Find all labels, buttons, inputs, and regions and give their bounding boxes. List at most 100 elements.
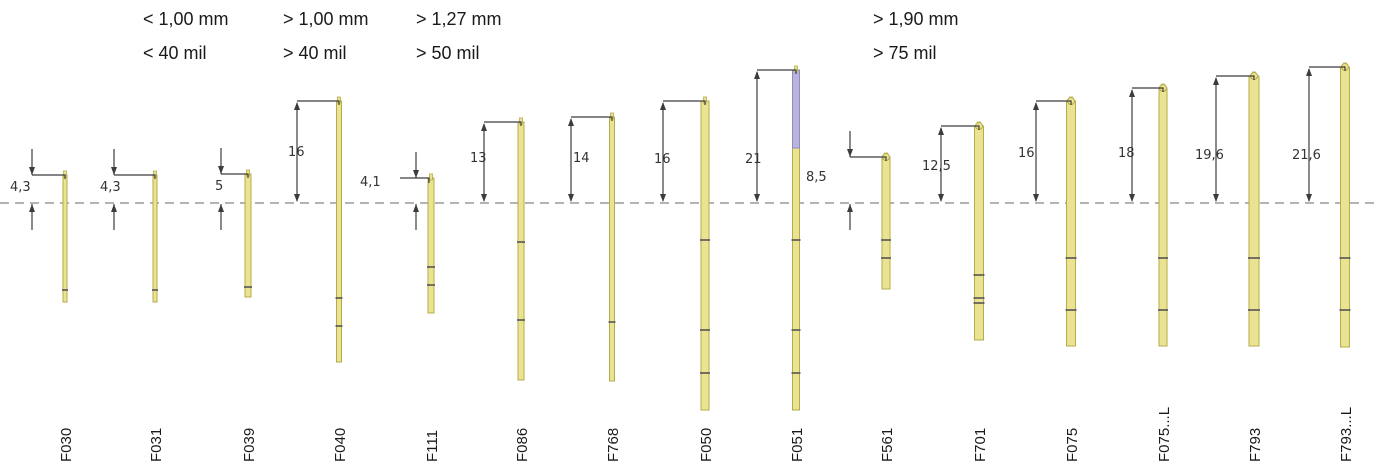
group-1-mm-label: < 1,00 mm — [143, 9, 229, 29]
group-3-mm-label: > 1,27 mm — [416, 9, 502, 29]
dimension-arrow-top-F793...L — [1306, 68, 1312, 76]
dimension-leader-F039 — [221, 173, 249, 178]
dimension-arrow-bottom-F768 — [568, 194, 574, 202]
probe-code-F031: F031 — [148, 428, 165, 462]
dimension-leader-F793...L — [1309, 66, 1346, 71]
dimension-label-F561: 8,5 — [806, 170, 827, 185]
group-1-mil-label: < 40 mil — [143, 43, 207, 63]
probe-body-F075...L — [1158, 87, 1168, 347]
dimension-arrow-bottom-F561 — [847, 204, 853, 212]
dimension-leader-F031 — [114, 174, 156, 179]
dimension-arrow-top-F031 — [111, 167, 117, 175]
dimension-arrow-bottom-F031 — [111, 204, 117, 212]
dimension-leader-F040 — [297, 100, 340, 105]
dimension-label-F030: 4,3 — [10, 180, 31, 195]
dimension-arrow-bottom-F793 — [1213, 194, 1219, 202]
dimension-label-F040: 16 — [288, 145, 305, 160]
probe-body-F086 — [517, 121, 525, 381]
dimension-arrow-top-F086 — [481, 123, 487, 131]
dimension-arrow-bottom-F051 — [754, 194, 760, 202]
dimension-arrow-top-F051 — [754, 71, 760, 79]
dimension-label-F768: 14 — [573, 151, 590, 166]
dimension-label-F031: 4,3 — [100, 180, 121, 195]
dimension-arrow-top-F701 — [938, 127, 944, 135]
probe-body-F701 — [974, 125, 984, 341]
group-3-mil-label: > 50 mil — [416, 43, 480, 63]
probe-body-F561 — [881, 156, 891, 290]
dimension-label-F701: 12,5 — [922, 159, 951, 174]
dimension-arrow-bottom-F075 — [1033, 194, 1039, 202]
dimension-arrow-top-F768 — [568, 118, 574, 126]
probe-plunger-F111 — [429, 173, 433, 181]
probe-body-F793...L — [1340, 66, 1350, 348]
dimension-label-F050: 16 — [654, 152, 671, 167]
probe-tip-F051 — [792, 69, 800, 149]
dimension-leader-F075...L — [1132, 87, 1164, 92]
dimension-arrow-bottom-F086 — [481, 194, 487, 202]
dimension-label-F075...L: 18 — [1118, 146, 1135, 161]
dimension-label-F039: 5 — [215, 179, 223, 194]
probe-body-F768 — [609, 116, 615, 382]
dimension-leader-F050 — [663, 100, 706, 105]
dimension-arrow-top-F030 — [29, 167, 35, 175]
probe-body-F030 — [62, 174, 68, 303]
dimension-arrow-bottom-F111 — [413, 204, 419, 212]
dimension-leader-F561 — [850, 156, 887, 161]
dimension-arrow-top-F561 — [847, 149, 853, 157]
probe-code-F111: F111 — [424, 430, 441, 462]
group-4-mil-label: > 75 mil — [873, 43, 937, 63]
dimension-label-F051: 21 — [745, 152, 762, 167]
dimension-arrow-top-F075...L — [1129, 89, 1135, 97]
probe-code-F075...L: F075...L — [1156, 407, 1173, 462]
dimension-label-F075: 16 — [1018, 146, 1035, 161]
dimension-arrow-bottom-F793...L — [1306, 194, 1312, 202]
probe-code-F051: F051 — [789, 428, 806, 462]
dimension-arrow-bottom-F039 — [218, 204, 224, 212]
dimension-arrow-top-F050 — [660, 102, 666, 110]
dimension-arrow-bottom-F075...L — [1129, 194, 1135, 202]
probe-code-F030: F030 — [58, 428, 75, 462]
dimension-arrow-top-F111 — [413, 170, 419, 178]
probe-code-F039: F039 — [241, 428, 258, 462]
dimension-arrow-top-F040 — [294, 102, 300, 110]
probe-code-F768: F768 — [605, 428, 622, 462]
probe-code-F040: F040 — [332, 428, 349, 462]
group-4-mm-label: > 1,90 mm — [873, 9, 959, 29]
dimension-arrow-top-F793 — [1213, 77, 1219, 85]
dimension-arrow-bottom-F701 — [938, 194, 944, 202]
dimension-label-F111: 4,1 — [360, 175, 381, 190]
group-2-mil-label: > 40 mil — [283, 43, 347, 63]
probe-code-F793: F793 — [1247, 428, 1264, 462]
probe-body-F031 — [152, 174, 158, 303]
probe-code-F793...L: F793...L — [1338, 407, 1355, 462]
probe-body-F050 — [700, 100, 710, 411]
dimension-arrow-bottom-F050 — [660, 194, 666, 202]
dimension-arrow-top-F075 — [1033, 102, 1039, 110]
probe-code-F701: F701 — [972, 428, 989, 462]
dimension-leader-F030 — [32, 174, 66, 179]
probe-body-F793 — [1248, 75, 1260, 347]
dimension-leader-F086 — [484, 121, 522, 126]
dimension-leader-F768 — [571, 116, 613, 121]
probe-code-F561: F561 — [879, 428, 896, 462]
dimension-label-F793: 19,6 — [1195, 148, 1224, 163]
dimension-leader-F051 — [757, 69, 797, 74]
dimension-leader-F075 — [1036, 100, 1072, 105]
probe-body-F039 — [244, 173, 252, 298]
dimension-leader-F793 — [1216, 75, 1255, 80]
dimension-arrow-top-F039 — [218, 166, 224, 174]
dimension-label-F793...L: 21,6 — [1292, 148, 1321, 163]
probe-code-F050: F050 — [698, 428, 715, 462]
probe-code-F075: F075 — [1064, 428, 1081, 462]
group-2-mm-label: > 1,00 mm — [283, 9, 369, 29]
dimension-arrow-bottom-F030 — [29, 204, 35, 212]
probe-body-F040 — [336, 100, 342, 363]
probe-body-F111 — [427, 177, 435, 314]
dimension-leader-F111 — [400, 177, 430, 183]
dimension-label-F086: 13 — [470, 151, 487, 166]
probe-code-F086: F086 — [514, 428, 531, 462]
dimension-arrow-bottom-F040 — [294, 194, 300, 202]
dimension-leader-F701 — [941, 125, 980, 130]
